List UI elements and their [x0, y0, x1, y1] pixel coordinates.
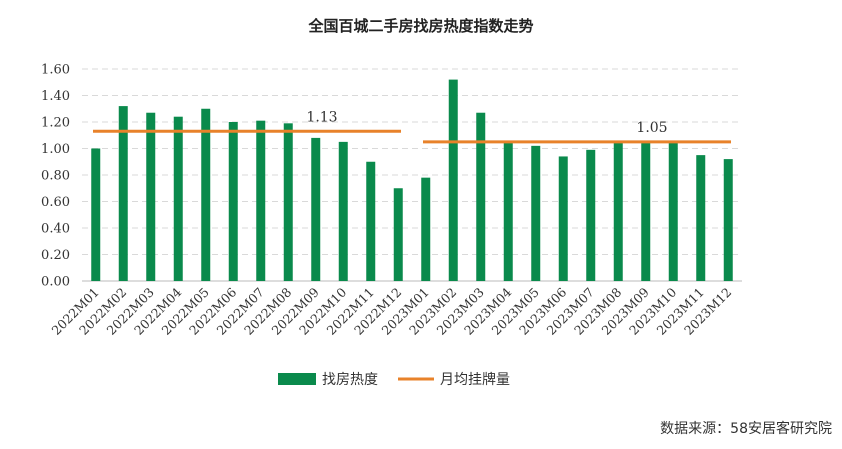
legend-swatch-bars — [278, 373, 316, 385]
bar — [173, 116, 183, 281]
y-tick-label: 0.20 — [41, 248, 70, 263]
bar — [613, 141, 623, 281]
y-tick-label: 1.40 — [41, 89, 70, 104]
bar — [256, 120, 266, 281]
bar — [503, 141, 513, 281]
y-tick-label: 1.20 — [41, 116, 70, 131]
bar — [421, 177, 431, 281]
bar — [641, 141, 651, 281]
y-axis: 0.00 0.20 0.40 0.60 0.80 1.00 1.20 1.40 1.60 — [41, 63, 70, 290]
y-tick-label: 0.00 — [41, 275, 70, 290]
bar — [448, 79, 458, 281]
bar — [531, 145, 541, 281]
bar — [723, 159, 733, 281]
bar — [338, 141, 348, 281]
y-tick-label: 0.60 — [41, 195, 70, 210]
legend-label-line: 月均挂牌量 — [440, 371, 510, 388]
bar — [393, 188, 403, 281]
bar — [283, 123, 293, 281]
bar — [668, 141, 678, 281]
bar — [91, 148, 101, 281]
chart-title: 全国百城二手房找房热度指数走势 — [307, 17, 533, 35]
average-label: 1.05 — [636, 120, 667, 136]
bar — [586, 149, 596, 281]
bar — [311, 137, 321, 281]
bar — [146, 112, 156, 281]
y-tick-label: 1.00 — [41, 142, 70, 157]
gridlines — [82, 68, 742, 282]
legend: 找房热度 月均挂牌量 — [278, 371, 510, 388]
average-lines: 1.13 1.05 — [93, 109, 731, 144]
y-tick-label: 0.40 — [41, 222, 70, 237]
source-note: 数据来源：58安居客研究院 — [660, 420, 832, 437]
y-tick-label: 1.60 — [41, 63, 70, 78]
average-label: 1.13 — [306, 109, 337, 125]
bar — [366, 161, 376, 281]
bar-series — [91, 79, 733, 281]
bar — [228, 122, 238, 281]
legend-label-bars: 找房热度 — [322, 372, 378, 388]
bar — [558, 156, 568, 281]
y-tick-label: 0.80 — [41, 169, 70, 184]
x-axis: 2022M012022M022022M032022M042022M052022M… — [48, 284, 734, 337]
bar — [476, 112, 486, 281]
bar — [696, 155, 706, 281]
bar — [118, 106, 128, 281]
bar — [201, 108, 211, 281]
